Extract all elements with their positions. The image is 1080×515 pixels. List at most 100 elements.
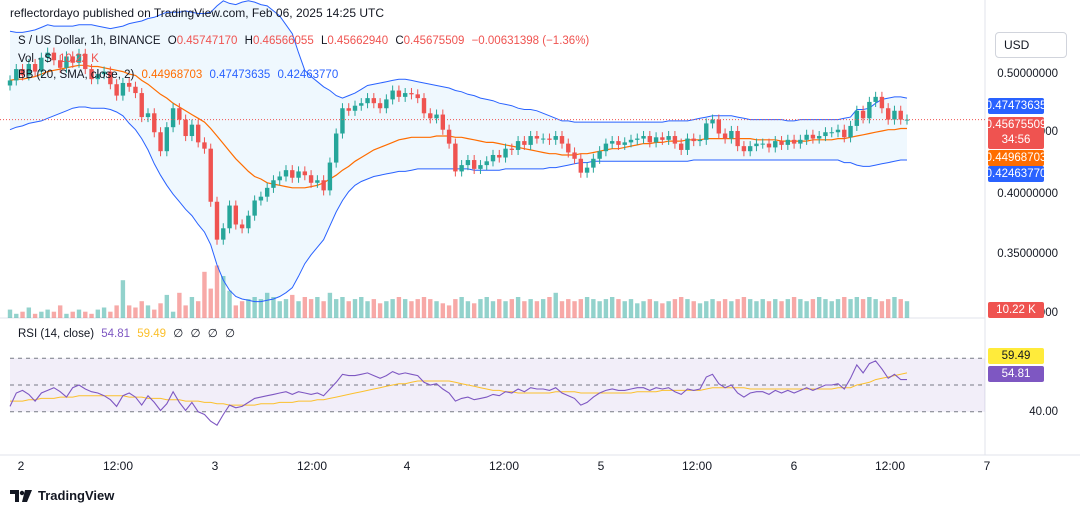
volume-bar	[20, 311, 25, 318]
candle-body	[315, 180, 320, 183]
x-tick-label: 12:00	[874, 459, 906, 473]
volume-bar	[566, 299, 571, 318]
bar-countdown: 34:56	[1001, 134, 1031, 146]
volume-bar	[170, 311, 176, 318]
bb-label[interactable]: BB (20, SMA, close, 2)	[18, 69, 135, 81]
candle-body	[227, 205, 232, 229]
candle-body	[359, 103, 364, 106]
bb-band-fill	[10, 0, 907, 302]
candle-body	[365, 98, 370, 104]
volume-bar	[704, 301, 709, 318]
candle-body	[258, 196, 264, 201]
last-price: 0.45675509	[985, 119, 1047, 131]
candle-body	[114, 84, 119, 96]
volume-bar	[202, 271, 207, 318]
symbol-title[interactable]: S / US Dollar, 1h, BINANCE	[18, 35, 161, 47]
volume-bar	[164, 294, 170, 318]
volume-bar	[842, 297, 847, 318]
candle-body	[685, 138, 690, 150]
candle-body	[214, 201, 220, 240]
candle-body	[195, 124, 201, 143]
open-label: O	[167, 35, 177, 47]
rsi-extra-2: ∅	[190, 328, 201, 340]
volume-bar	[340, 297, 345, 318]
candle-body	[333, 133, 339, 163]
volume-bar	[553, 292, 558, 318]
volume-bar	[898, 299, 903, 318]
volume-bar	[70, 311, 75, 318]
high-label: H	[244, 35, 253, 47]
volume-bar	[51, 311, 57, 318]
candle-body	[572, 152, 577, 159]
rsi-tick-label: 40.00	[1029, 406, 1058, 418]
candle-body	[233, 205, 239, 225]
currency-button[interactable]: USD	[995, 32, 1067, 58]
candle-body	[45, 52, 50, 58]
candle-body	[428, 113, 433, 119]
candle-body	[183, 119, 188, 137]
volume-bar	[26, 307, 32, 318]
volume-bar	[904, 301, 910, 318]
candle-body	[101, 71, 107, 75]
candle-body	[264, 187, 270, 197]
candle-body	[239, 224, 245, 229]
candle-body	[246, 215, 251, 229]
volume-bar	[609, 297, 615, 318]
x-tick-label: 2	[17, 459, 25, 473]
candle-body	[126, 82, 132, 87]
candle-body	[779, 141, 784, 145]
volume-bar	[835, 299, 841, 318]
volume-label[interactable]: Vol · S	[18, 53, 52, 65]
candle-body	[528, 136, 533, 145]
volume-badge: 10.22 K	[988, 302, 1044, 318]
y-tick-label: 0.50000000	[997, 68, 1058, 80]
rsi-ma-badge: 59.49	[988, 348, 1044, 364]
candle-body	[384, 99, 389, 109]
volume-bar	[603, 299, 609, 318]
volume-bar	[478, 299, 483, 318]
candle-body	[697, 139, 703, 142]
rsi-label[interactable]: RSI (14, close)	[18, 328, 95, 340]
volume-bar	[528, 299, 533, 318]
volume-bar	[421, 297, 427, 318]
candle-body	[678, 143, 684, 150]
volume-bar	[290, 294, 295, 318]
rsi-extra-1: ∅	[173, 328, 184, 340]
volume-bar	[120, 280, 126, 318]
close-value: 0.45675509	[403, 35, 465, 47]
candle-body	[277, 176, 282, 181]
volume-bar	[440, 303, 446, 318]
candle-body	[308, 175, 314, 183]
candle-body	[133, 86, 138, 94]
candle-body	[672, 136, 678, 144]
candle-body	[716, 119, 722, 134]
candle-body	[547, 138, 552, 140]
volume-bar	[139, 301, 144, 318]
volume-bar	[572, 301, 577, 318]
candle-body	[20, 69, 25, 76]
volume-bar	[660, 303, 665, 318]
volume-bar	[402, 299, 408, 318]
volume-bar	[779, 301, 784, 318]
x-tick-label: 12:00	[296, 459, 328, 473]
volume-bar	[785, 299, 791, 318]
volume-bar	[384, 301, 389, 318]
ohlc-legend: S / US Dollar, 1h, BINANCE O0.45747170 H…	[18, 35, 589, 47]
candle-body	[873, 96, 878, 102]
volume-bar	[459, 297, 464, 318]
volume-bar	[547, 297, 552, 318]
volume-bar	[666, 301, 671, 318]
candle-body	[791, 139, 797, 144]
volume-bar	[873, 299, 878, 318]
tradingview-icon	[10, 489, 32, 502]
bb-upper-line	[9, 0, 908, 123]
candle-body	[729, 130, 734, 139]
candle-body	[402, 93, 408, 97]
tradingview-logo[interactable]: TradingView	[10, 488, 114, 503]
candle-body	[898, 110, 903, 120]
rsi-value: 54.81	[101, 328, 131, 340]
candle-body	[653, 137, 659, 143]
volume-bar	[754, 301, 759, 318]
volume-bar	[716, 301, 722, 318]
